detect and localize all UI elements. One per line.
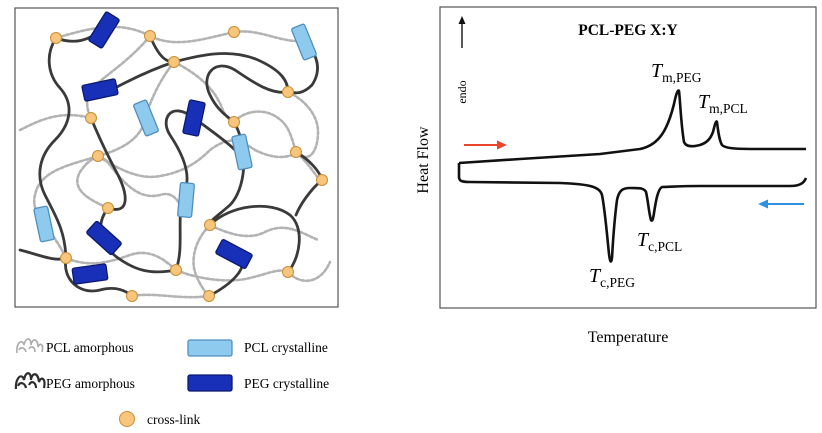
cross-link-node — [50, 32, 62, 44]
pcl-chain — [130, 293, 211, 299]
pcl-crystalline-swatch — [187, 339, 233, 357]
peg-chain — [113, 60, 176, 90]
x-axis-label: Temperature — [588, 329, 669, 346]
cross-link-node — [92, 150, 104, 162]
heating-direction-arrow-icon — [464, 140, 507, 150]
legend: PCL amorphous PEG amorphous PCL crystall… — [14, 338, 329, 427]
y-axis-label: Heat Flow — [415, 126, 432, 194]
cross-link-node — [126, 290, 138, 302]
cross-link-node — [290, 146, 302, 158]
network-schematic — [14, 7, 339, 308]
pcl-chain — [64, 251, 178, 272]
cross-link-node — [102, 202, 114, 214]
tm-pcl-label: Tm,PCL — [698, 91, 748, 116]
peg-crystal — [71, 263, 109, 285]
cross-link-node — [228, 116, 240, 128]
pcl-chain — [76, 156, 188, 217]
peg-crystal — [182, 99, 206, 137]
pcl-chain — [286, 90, 320, 159]
peg-chain — [205, 64, 290, 124]
pcl-crystal — [177, 181, 195, 219]
heating-curve — [458, 89, 806, 165]
peg-crystalline-swatch — [187, 374, 233, 392]
cross-link-node — [168, 56, 180, 68]
cross-link-node — [203, 290, 215, 302]
legend-peg-amorphous-label: PEG amorphous — [46, 376, 135, 391]
tc-peg-label: Tc,PEG — [589, 265, 635, 290]
legend-cross-link-label: cross-link — [147, 412, 200, 427]
pcl-crystal — [133, 99, 159, 137]
cooling-direction-arrow-icon — [758, 199, 804, 209]
legend-peg-crystalline-label: PEG crystalline — [244, 376, 329, 391]
endo-label: endo — [455, 80, 469, 103]
pcl-chain — [232, 110, 298, 154]
legend-pcl-amorphous-label: PCL amorphous — [46, 340, 134, 355]
cross-link-node — [282, 86, 294, 98]
legend-pcl-crystalline-label: PCL crystalline — [244, 340, 328, 355]
pcl-amorphous-swatch-icon — [16, 338, 44, 354]
cross-link-node — [204, 219, 216, 231]
peg-crystal — [88, 11, 120, 49]
peg-chain — [208, 204, 301, 274]
pcl-crystal — [33, 205, 55, 243]
cooling-curve — [457, 163, 808, 263]
pcl-chain — [208, 223, 320, 242]
cross-link-node — [60, 252, 72, 264]
tc-pcl-label: Tc,PCL — [637, 229, 682, 254]
pcl-crystal — [291, 23, 317, 61]
cross-link-node — [170, 264, 182, 276]
peg-crystal — [81, 78, 119, 102]
cross-link-nodes — [50, 26, 328, 302]
cross-link-node — [282, 266, 294, 278]
cross-link-swatch — [119, 411, 135, 427]
peg-amorphous-swatch-icon — [14, 372, 46, 390]
endo-arrow-icon — [458, 16, 466, 48]
cross-link-node — [85, 112, 97, 124]
cross-link-node — [316, 174, 328, 186]
tm-peg-label: Tm,PEG — [651, 60, 702, 85]
pcl-chain — [18, 113, 93, 132]
peg-crystal — [86, 220, 122, 256]
peg-crystalline-blocks — [71, 11, 253, 285]
cross-link-node — [228, 26, 240, 38]
peg-chain — [64, 256, 134, 298]
dsc-frame — [439, 6, 817, 309]
peg-amorphous-chains — [18, 28, 324, 298]
pcl-crystal — [231, 133, 253, 171]
peg-chain — [89, 116, 127, 211]
dsc-schematic: PCL-PEG X:Y endo Heat Flow Tm,PEG Tm,PCL… — [415, 6, 817, 346]
peg-chain — [172, 52, 290, 94]
peg-crystal — [215, 239, 253, 269]
peg-chain — [164, 109, 196, 272]
cross-link-node — [144, 30, 156, 42]
peg-chain — [99, 206, 178, 274]
dsc-title: PCL-PEG X:Y — [578, 22, 677, 39]
peg-chain — [38, 36, 71, 260]
pcl-crystalline-blocks — [33, 23, 317, 243]
